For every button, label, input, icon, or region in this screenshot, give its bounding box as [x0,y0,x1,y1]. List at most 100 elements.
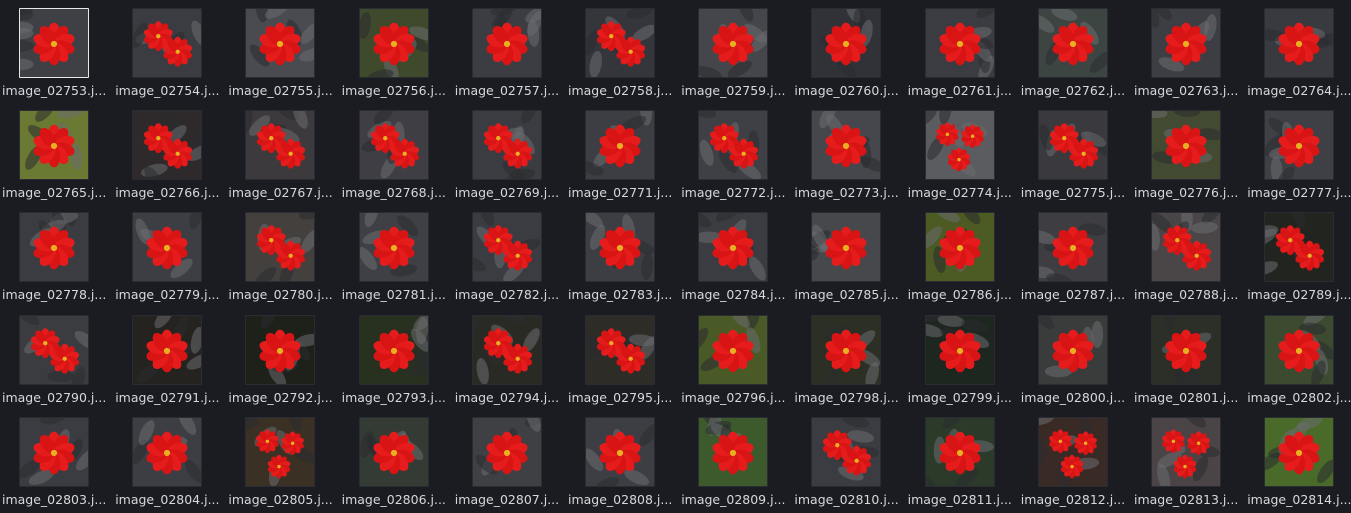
file-item[interactable]: image_02801.j... [1132,307,1245,409]
image-thumbnail[interactable] [1037,416,1108,487]
image-thumbnail[interactable] [1264,8,1335,78]
file-item[interactable]: image_02798.j... [792,307,905,409]
file-item[interactable]: image_02762.j... [1019,0,1132,102]
file-item[interactable]: image_02789.j... [1245,204,1351,306]
image-thumbnail[interactable] [924,416,995,487]
image-thumbnail[interactable] [811,110,882,181]
image-thumbnail[interactable] [924,212,995,283]
file-item[interactable]: image_02793.j... [340,307,453,409]
file-item[interactable]: image_02799.j... [906,307,1019,409]
file-item[interactable]: image_02808.j... [566,409,679,511]
image-thumbnail[interactable] [471,110,542,181]
image-thumbnail[interactable] [245,416,316,487]
file-item[interactable]: image_02810.j... [792,409,905,511]
image-thumbnail[interactable] [19,8,89,78]
file-item[interactable]: image_02779.j... [113,204,226,306]
file-item[interactable]: image_02803.j... [0,409,113,511]
image-thumbnail[interactable] [1037,212,1108,283]
file-item[interactable]: image_02805.j... [226,409,339,511]
file-item[interactable]: image_02771.j... [566,102,679,204]
image-thumbnail[interactable] [1151,8,1221,78]
file-item[interactable]: image_02790.j... [0,307,113,409]
image-thumbnail[interactable] [1037,314,1108,385]
image-thumbnail[interactable] [924,110,995,181]
image-thumbnail[interactable] [1037,8,1108,78]
image-thumbnail[interactable] [471,416,542,487]
file-item[interactable]: image_02812.j... [1019,409,1132,511]
file-item[interactable]: image_02791.j... [113,307,226,409]
image-thumbnail[interactable] [245,314,316,385]
image-thumbnail[interactable] [585,416,655,487]
file-item[interactable]: image_02765.j... [0,102,113,204]
image-thumbnail[interactable] [471,8,542,78]
image-thumbnail[interactable] [585,314,655,385]
image-thumbnail[interactable] [1264,212,1335,283]
file-item[interactable]: image_02775.j... [1019,102,1132,204]
image-thumbnail[interactable] [358,8,429,78]
file-item[interactable]: image_02760.j... [792,0,905,102]
image-thumbnail[interactable] [358,212,429,283]
file-item[interactable]: image_02811.j... [906,409,1019,511]
file-item[interactable]: image_02785.j... [792,204,905,306]
file-item[interactable]: image_02778.j... [0,204,113,306]
file-item[interactable]: image_02813.j... [1132,409,1245,511]
image-thumbnail[interactable] [811,212,882,283]
image-thumbnail[interactable] [358,110,429,181]
file-item[interactable]: image_02753.j... [0,0,113,102]
file-item[interactable]: image_02769.j... [453,102,566,204]
file-item[interactable]: image_02766.j... [113,102,226,204]
image-thumbnail[interactable] [585,8,655,78]
image-thumbnail[interactable] [1264,110,1335,181]
image-thumbnail[interactable] [811,8,882,78]
image-thumbnail[interactable] [245,110,316,181]
file-item[interactable]: image_02755.j... [226,0,339,102]
image-thumbnail[interactable] [585,110,655,181]
file-item[interactable]: image_02773.j... [792,102,905,204]
file-item[interactable]: image_02807.j... [453,409,566,511]
image-thumbnail[interactable] [19,314,89,385]
file-item[interactable]: image_02792.j... [226,307,339,409]
image-thumbnail[interactable] [19,110,89,181]
file-item[interactable]: image_02774.j... [906,102,1019,204]
image-thumbnail[interactable] [1037,110,1108,181]
image-thumbnail[interactable] [1151,212,1221,283]
file-item[interactable]: image_02767.j... [226,102,339,204]
image-thumbnail[interactable] [1264,416,1335,487]
image-thumbnail[interactable] [1264,314,1335,385]
file-item[interactable]: image_02800.j... [1019,307,1132,409]
file-item[interactable]: image_02776.j... [1132,102,1245,204]
file-item[interactable]: image_02796.j... [679,307,792,409]
image-thumbnail[interactable] [811,314,882,385]
file-item[interactable]: image_02783.j... [566,204,679,306]
image-thumbnail[interactable] [698,416,769,487]
image-thumbnail[interactable] [132,110,203,181]
file-item[interactable]: image_02768.j... [340,102,453,204]
image-thumbnail[interactable] [358,314,429,385]
image-thumbnail[interactable] [471,212,542,283]
image-thumbnail[interactable] [698,8,769,78]
file-item[interactable]: image_02758.j... [566,0,679,102]
image-thumbnail[interactable] [698,314,769,385]
file-item[interactable]: image_02764.j... [1245,0,1351,102]
file-item[interactable]: image_02757.j... [453,0,566,102]
image-thumbnail[interactable] [585,212,655,283]
file-item[interactable]: image_02780.j... [226,204,339,306]
file-item[interactable]: image_02809.j... [679,409,792,511]
file-item[interactable]: image_02763.j... [1132,0,1245,102]
file-item[interactable]: image_02795.j... [566,307,679,409]
image-thumbnail[interactable] [132,8,203,78]
file-item[interactable]: image_02786.j... [906,204,1019,306]
file-item[interactable]: image_02777.j... [1245,102,1351,204]
image-thumbnail[interactable] [811,416,882,487]
file-item[interactable]: image_02806.j... [340,409,453,511]
image-thumbnail[interactable] [132,416,203,487]
file-item[interactable]: image_02781.j... [340,204,453,306]
file-item[interactable]: image_02761.j... [906,0,1019,102]
image-thumbnail[interactable] [132,314,203,385]
image-thumbnail[interactable] [358,416,429,487]
image-thumbnail[interactable] [1151,110,1221,181]
file-item[interactable]: image_02784.j... [679,204,792,306]
file-item[interactable]: image_02804.j... [113,409,226,511]
file-item[interactable]: image_02772.j... [679,102,792,204]
image-thumbnail[interactable] [471,314,542,385]
